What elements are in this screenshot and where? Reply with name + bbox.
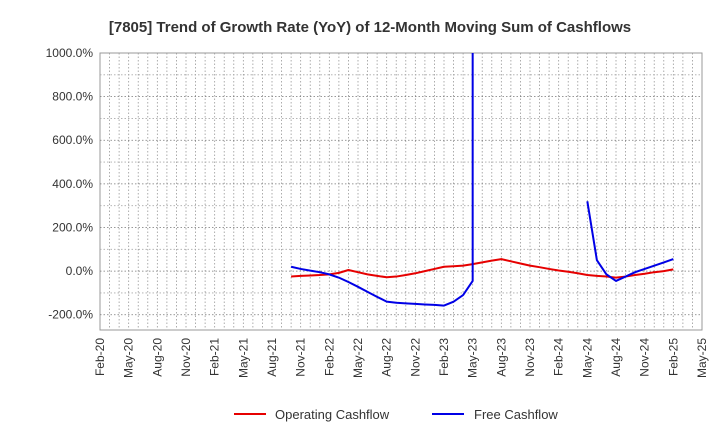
y-tick-label: 0.0% — [66, 264, 94, 278]
series-line-free-cashflow — [290, 53, 474, 307]
x-tick-label: Feb-20 — [93, 338, 107, 376]
x-tick-label: May-20 — [122, 338, 136, 378]
y-tick-label: 400.0% — [52, 177, 93, 191]
x-tick-label: May-21 — [236, 338, 250, 378]
x-tick-label: Nov-21 — [294, 338, 308, 377]
y-tick-label: -200.0% — [48, 308, 93, 322]
x-tick-label: Feb-21 — [208, 338, 222, 376]
y-tick-label: 600.0% — [52, 133, 93, 147]
x-tick-label: Feb-22 — [322, 338, 336, 376]
x-tick-label: May-25 — [695, 338, 709, 378]
x-tick-label: May-24 — [580, 338, 594, 378]
x-tick-label: Feb-25 — [666, 338, 680, 376]
x-tick-label: Nov-24 — [638, 338, 652, 377]
plot-area — [99, 52, 703, 331]
x-tick-label: Nov-22 — [408, 338, 422, 377]
y-axis-ticks: 1000.0% 800.0% 600.0% 400.0% 200.0% 0.0% -200.… — [46, 46, 94, 322]
y-tick-label: 200.0% — [52, 220, 93, 234]
x-tick-label: Aug-23 — [494, 338, 508, 377]
x-tick-label: Feb-23 — [437, 338, 451, 376]
x-tick-label: Nov-23 — [523, 338, 537, 377]
x-tick-label: May-23 — [466, 338, 480, 378]
y-tick-label: 1000.0% — [46, 46, 94, 60]
x-tick-label: Nov-20 — [179, 338, 193, 377]
plot-frame — [99, 52, 703, 331]
x-tick-label: Feb-24 — [552, 338, 566, 376]
legend-label-free-cashflow: Free Cashflow — [474, 407, 558, 422]
x-tick-label: Aug-21 — [265, 338, 279, 377]
x-tick-label: Aug-24 — [609, 338, 623, 377]
x-tick-label: Aug-20 — [150, 338, 164, 377]
chart-title: [7805] Trend of Growth Rate (YoY) of 12-… — [109, 19, 631, 36]
legend-label-operating-cashflow: Operating Cashflow — [275, 407, 390, 422]
legend: Operating Cashflow Free Cashflow — [234, 407, 558, 422]
series-layer — [290, 53, 674, 307]
x-tick-label: May-22 — [351, 338, 365, 378]
x-axis-ticks: Feb-20 May-20 Aug-20 Nov-20 Feb-21 May-21 Aug-… — [93, 338, 709, 378]
series-line-free-cashflow — [586, 201, 674, 282]
x-tick-label: Aug-22 — [380, 338, 394, 377]
y-tick-label: 800.0% — [52, 90, 93, 104]
gridlines — [100, 53, 702, 330]
